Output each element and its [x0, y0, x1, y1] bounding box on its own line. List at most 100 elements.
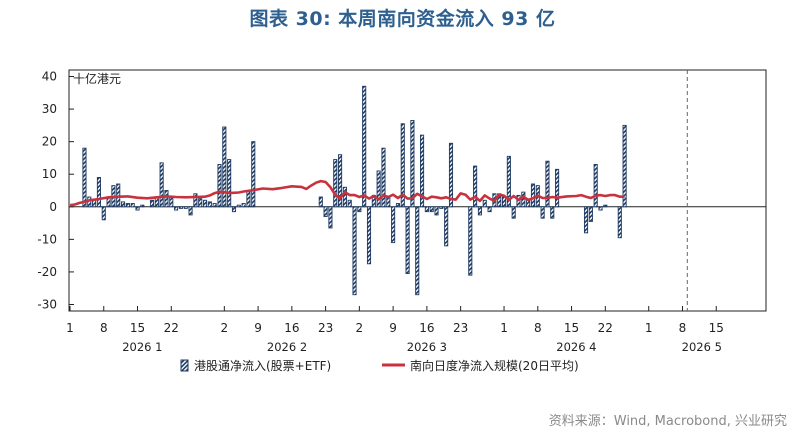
x-tick-label: 2 [356, 321, 364, 335]
bar [448, 142, 454, 208]
bar [174, 206, 179, 211]
bar [545, 160, 550, 208]
bar [120, 201, 126, 208]
x-tick-label: 8 [534, 321, 542, 335]
chart-title: 图表 30: 本周南向资金流入 93 亿 [249, 8, 556, 30]
bar-series [82, 85, 627, 296]
bar [506, 155, 511, 208]
x-tick-label: 15 [564, 321, 579, 335]
bar [178, 206, 183, 209]
legend-line-label: 南向日度净流入规模(20日平均) [410, 358, 579, 373]
bar [410, 120, 415, 208]
bar [101, 206, 106, 221]
bar [202, 199, 208, 208]
x-tick-label: 9 [389, 321, 397, 335]
bar [352, 206, 357, 296]
bar [135, 206, 140, 211]
bar [318, 196, 323, 208]
bar [362, 85, 367, 208]
bar [593, 163, 598, 208]
bar [501, 196, 507, 208]
plot-frame [68, 69, 767, 312]
bar [434, 206, 439, 216]
y-tick-label: 10 [42, 167, 57, 181]
bar [347, 199, 352, 208]
bar [555, 168, 560, 208]
bar [342, 186, 347, 208]
bar [477, 206, 482, 216]
y-tick-label: -10 [37, 232, 57, 246]
bar [246, 190, 251, 208]
x-tick-label: 1 [66, 321, 74, 335]
y-tick-label: 20 [42, 135, 57, 149]
x-month-label: 2026 2 [267, 340, 307, 354]
bar [473, 165, 478, 208]
bar [188, 206, 193, 216]
bar [540, 206, 545, 219]
x-tick-label: 2 [221, 321, 229, 335]
bar [391, 206, 396, 244]
bar [231, 206, 237, 213]
bar [198, 198, 203, 208]
bar [338, 154, 343, 208]
y-tick-label: -20 [37, 265, 57, 279]
bar [444, 206, 449, 247]
bar [603, 204, 608, 208]
bar [140, 204, 145, 208]
bar [598, 206, 603, 211]
bar [169, 196, 174, 208]
bar [164, 190, 169, 208]
y-tick-label: 0 [49, 200, 57, 214]
x-month-label: 2026 4 [556, 340, 596, 354]
bar [183, 206, 188, 209]
bar [323, 206, 328, 218]
bar [622, 124, 627, 208]
x-tick-label: 16 [419, 321, 434, 335]
bar [583, 206, 589, 234]
x-month-label: 2026 3 [407, 340, 447, 354]
x-tick-label: 15 [709, 321, 724, 335]
y-tick-label: 30 [42, 102, 57, 116]
x-month-label: 2026 1 [122, 340, 162, 354]
bar [439, 206, 444, 209]
x-tick-label: 8 [679, 321, 687, 335]
bar [400, 123, 405, 208]
bar [328, 206, 333, 229]
y-tick-label: 40 [42, 70, 57, 84]
x-month-label: 2026 5 [682, 340, 722, 354]
bar [159, 162, 164, 208]
bar [193, 193, 198, 208]
bar [217, 163, 222, 208]
bar [468, 206, 473, 276]
x-tick-label: 9 [254, 321, 262, 335]
bar [424, 206, 429, 213]
bar [386, 196, 391, 208]
bar [376, 170, 381, 208]
bar [212, 203, 217, 208]
bar [550, 206, 555, 219]
source-note: 资料来源：Wind, Macrobond, 兴业研究 [548, 414, 787, 429]
bar [405, 206, 410, 274]
x-tick-label: 1 [645, 321, 653, 335]
bar [366, 206, 372, 265]
bar [420, 134, 425, 208]
bar [125, 203, 130, 208]
x-tick-label: 8 [100, 321, 108, 335]
x-tick-label: 15 [130, 321, 145, 335]
bar [96, 177, 101, 208]
x-tick-label: 22 [164, 321, 179, 335]
bar [588, 206, 593, 222]
bar [149, 199, 155, 208]
bar [526, 199, 531, 208]
legend-bar-swatch [180, 359, 189, 372]
bar [487, 206, 492, 213]
y-axis-unit-label: 十亿港元 [73, 71, 121, 86]
bar [333, 159, 338, 208]
bar [521, 191, 526, 208]
bar [429, 206, 434, 213]
x-tick-label: 22 [598, 321, 613, 335]
x-tick-label: 23 [318, 321, 333, 335]
bar [395, 203, 400, 208]
average-line [69, 179, 625, 207]
